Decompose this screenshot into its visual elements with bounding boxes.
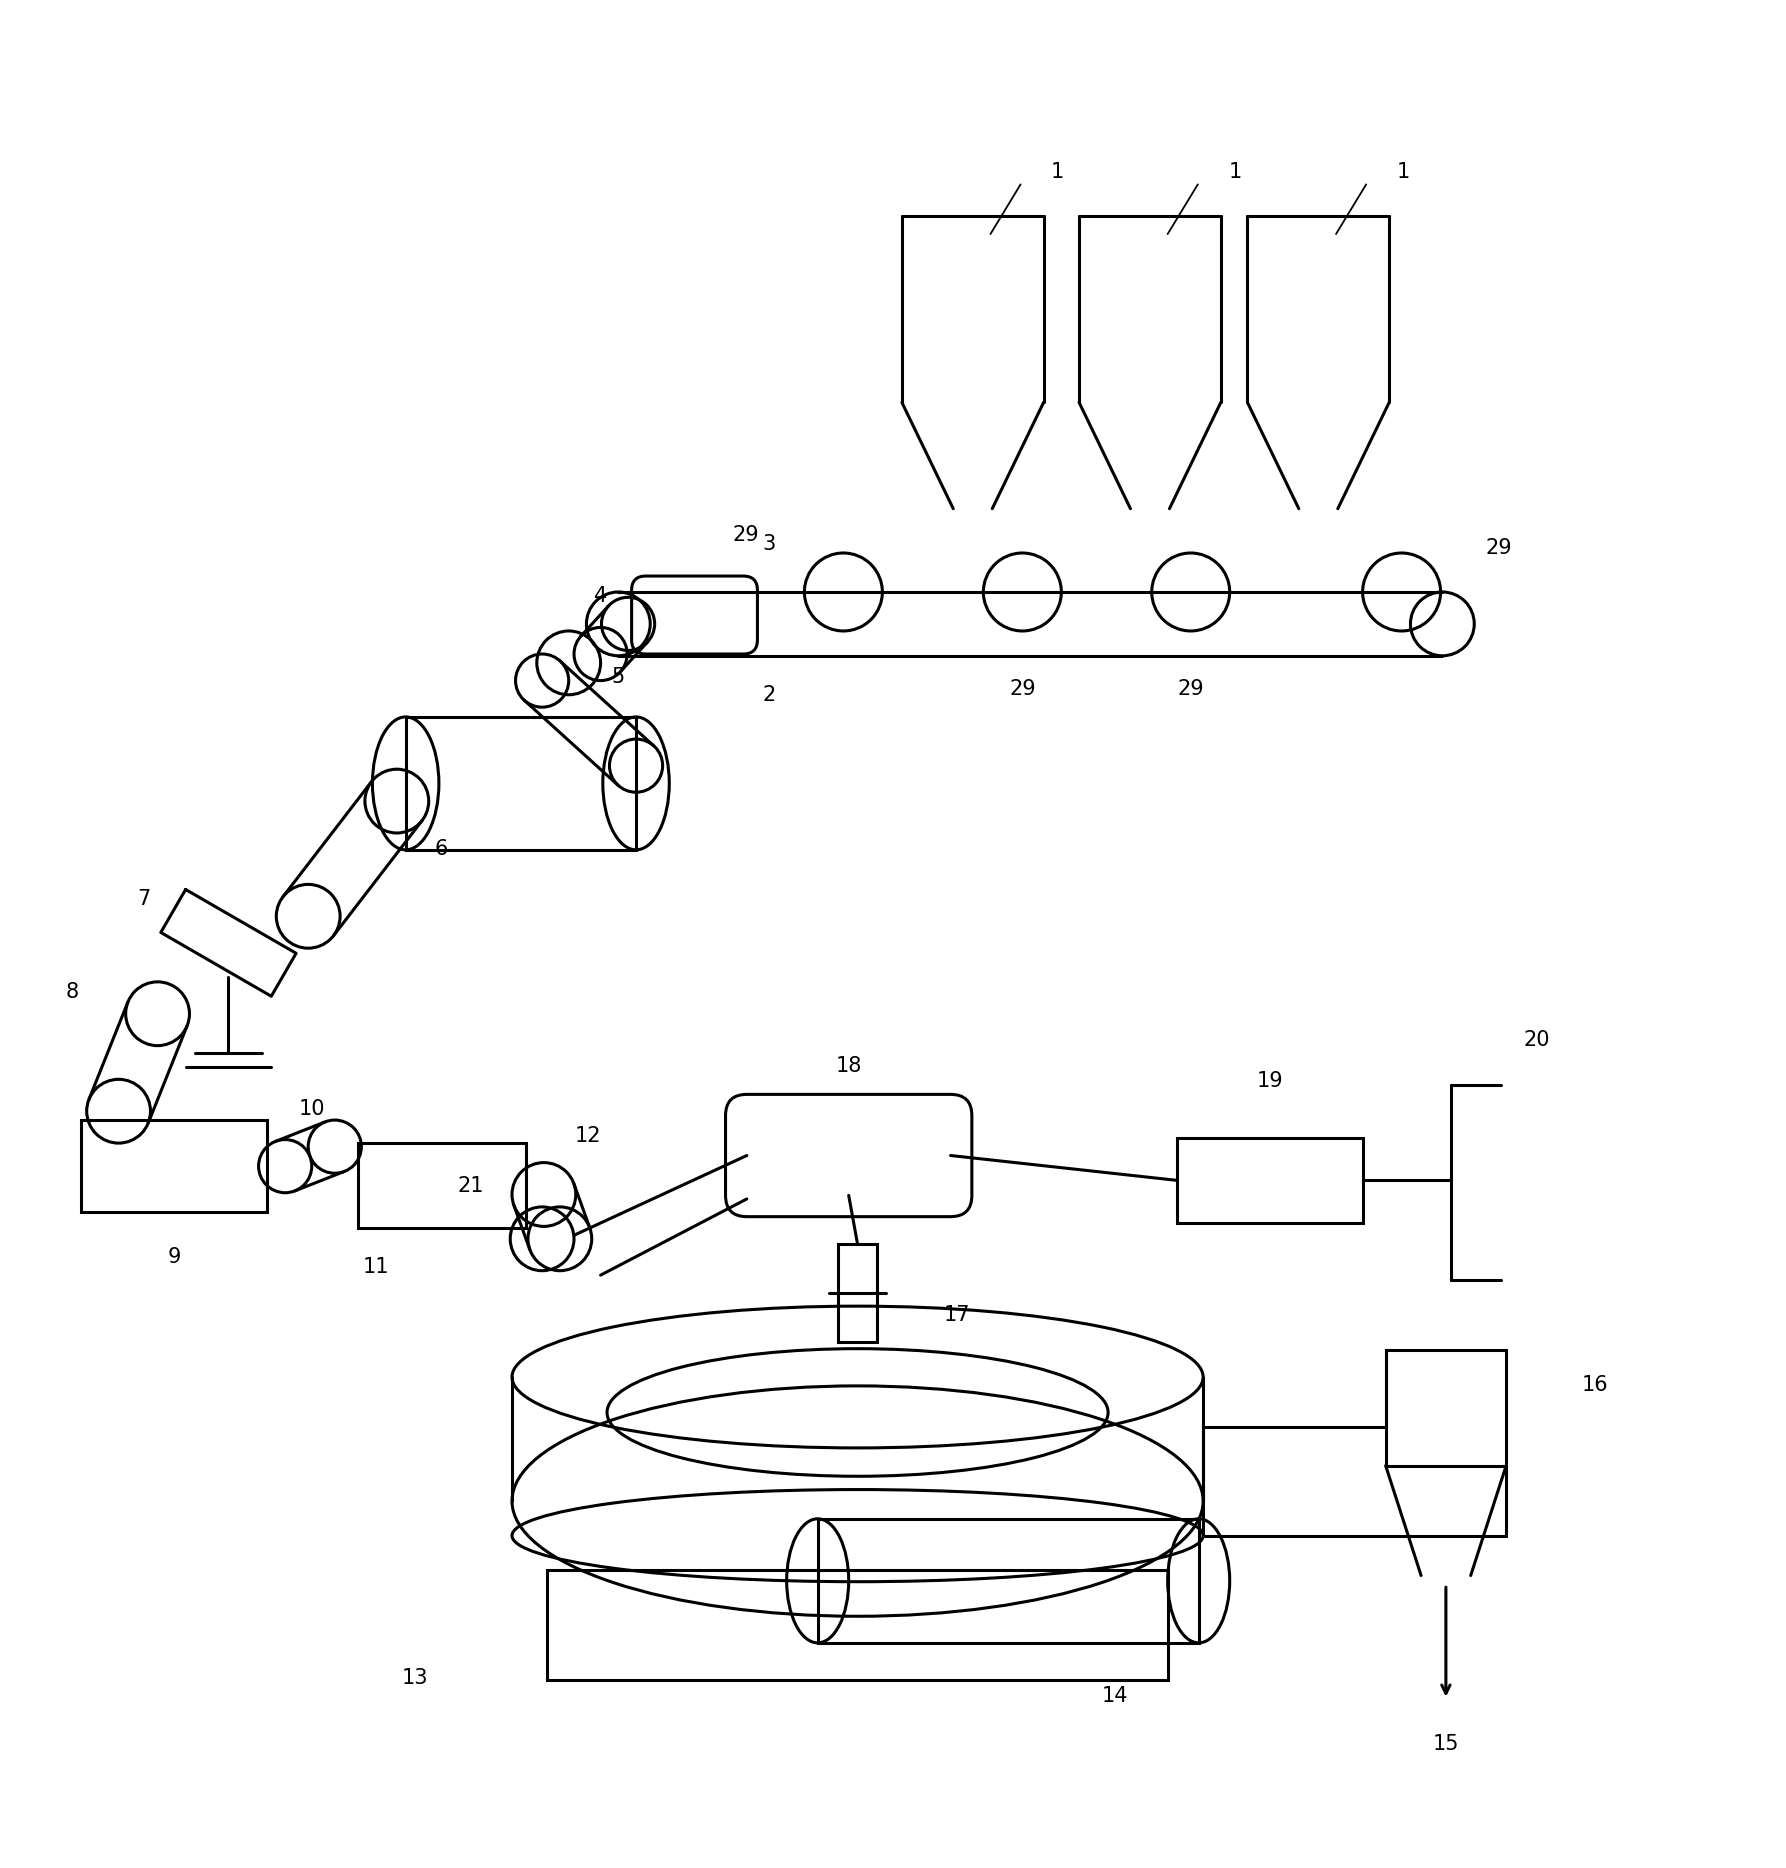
- Bar: [818, 1519, 1198, 1642]
- Bar: [357, 1143, 527, 1227]
- Text: 16: 16: [1581, 1375, 1607, 1395]
- Text: 8: 8: [66, 983, 79, 1003]
- Text: 12: 12: [575, 1126, 602, 1147]
- Text: 3: 3: [763, 534, 775, 555]
- Text: 19: 19: [1256, 1070, 1282, 1091]
- Bar: [1177, 1138, 1363, 1224]
- Bar: [405, 717, 636, 850]
- Text: 29: 29: [1486, 538, 1513, 559]
- Text: 18: 18: [836, 1055, 863, 1076]
- Text: 29: 29: [732, 525, 759, 545]
- Text: 17: 17: [943, 1306, 970, 1324]
- Text: 5: 5: [611, 667, 625, 687]
- Text: 11: 11: [363, 1257, 389, 1278]
- Text: 4: 4: [595, 585, 607, 605]
- Bar: [82, 1121, 268, 1212]
- Bar: [548, 1571, 1168, 1679]
- Text: 29: 29: [1009, 680, 1036, 699]
- Bar: [1386, 1351, 1506, 1466]
- Text: 1: 1: [1397, 163, 1409, 181]
- Text: 14: 14: [1102, 1687, 1127, 1705]
- Text: 7: 7: [138, 889, 150, 908]
- Text: 21: 21: [457, 1175, 484, 1196]
- Text: 15: 15: [1432, 1734, 1459, 1754]
- Text: 2: 2: [763, 686, 775, 704]
- Text: 20: 20: [1523, 1031, 1550, 1050]
- Text: 29: 29: [1177, 680, 1204, 699]
- Text: 1: 1: [1052, 163, 1064, 181]
- Text: 1: 1: [1229, 163, 1241, 181]
- Text: 9: 9: [168, 1246, 180, 1267]
- Text: 13: 13: [402, 1668, 429, 1689]
- Bar: [838, 1244, 877, 1341]
- Text: 10: 10: [298, 1100, 325, 1119]
- Text: 6: 6: [434, 839, 448, 859]
